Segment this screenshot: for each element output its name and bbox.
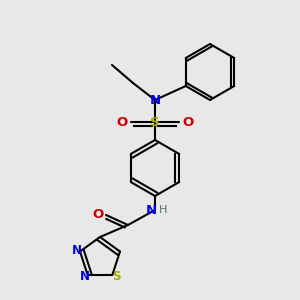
Text: O: O xyxy=(116,116,128,128)
Text: H: H xyxy=(159,205,167,215)
Text: N: N xyxy=(149,94,161,106)
Text: N: N xyxy=(72,244,82,257)
Text: N: N xyxy=(80,271,90,284)
Text: S: S xyxy=(112,271,121,284)
Text: O: O xyxy=(182,116,194,128)
Text: O: O xyxy=(92,208,104,221)
Text: N: N xyxy=(146,203,157,217)
Text: S: S xyxy=(150,116,160,128)
